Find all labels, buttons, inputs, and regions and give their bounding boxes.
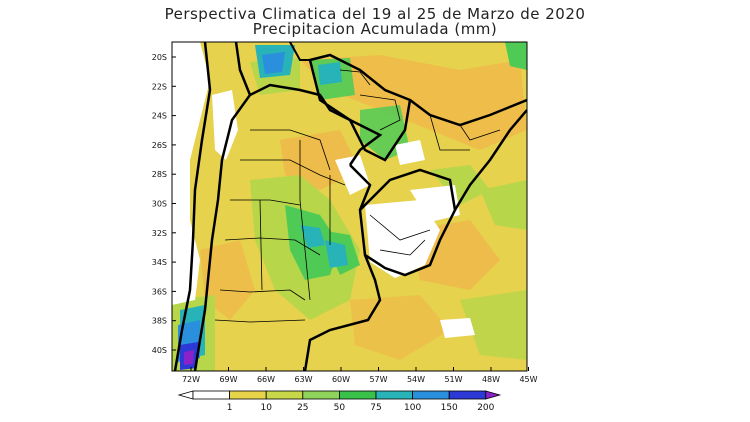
- lon-label: 60W: [332, 375, 350, 384]
- lat-label: 28S: [152, 170, 167, 179]
- colorbar: 1 10 25 50 75 100 150 200: [177, 390, 502, 413]
- colorbar-segment: [338, 390, 377, 400]
- colorbar-label: 10: [260, 403, 272, 413]
- colorbar-label: 100: [404, 403, 421, 413]
- lat-label: 38S: [152, 317, 167, 326]
- lon-label: 54W: [407, 375, 425, 384]
- lat-label: 32S: [152, 229, 167, 238]
- lon-label: 63W: [294, 375, 312, 384]
- lat-label: 34S: [152, 258, 167, 267]
- colorbar-segment: [192, 390, 230, 400]
- colorbar-segment: [375, 390, 413, 400]
- latitude-labels: 20S 22S 24S 26S 28S 30S 32S 34S 36S 38S 40S: [152, 53, 176, 355]
- map-field: [172, 42, 527, 371]
- colorbar-label: 75: [370, 403, 381, 413]
- colorbar-label: 50: [334, 403, 346, 413]
- lat-label: 22S: [152, 82, 167, 91]
- map-frame: [171, 41, 528, 372]
- map-borders: [173, 42, 527, 371]
- lon-label: 57W: [369, 375, 387, 384]
- lon-label: 66W: [257, 375, 275, 384]
- lat-label: 24S: [152, 112, 167, 121]
- colorbar-low-arrow: [177, 390, 194, 400]
- colorbar-label: 150: [441, 403, 458, 413]
- lat-label: 20S: [152, 53, 167, 62]
- lon-label: 72W: [182, 375, 200, 384]
- lat-label: 30S: [152, 200, 167, 209]
- colorbar-segment: [448, 390, 487, 400]
- colorbar-label: 1: [227, 403, 233, 413]
- colorbar-segment: [229, 390, 267, 400]
- colorbar-segment: [302, 390, 340, 400]
- lat-label: 26S: [152, 141, 167, 150]
- colorbar-segment: [265, 390, 304, 400]
- map-title: Perspectiva Climatica del 19 al 25 de Ma…: [164, 5, 586, 23]
- longitude-labels: 72W 69W 66W 63W 60W 57W 54W 51W 48W 45W: [182, 367, 538, 384]
- lon-label: 69W: [219, 375, 237, 384]
- lon-label: 48W: [482, 375, 500, 384]
- lat-label: 40S: [152, 346, 167, 355]
- map-subtitle: Precipitacion Acumulada (mm): [252, 20, 498, 38]
- colorbar-high-arrow: [485, 390, 502, 400]
- colorbar-label: 200: [477, 403, 494, 413]
- lon-label: 51W: [444, 375, 462, 384]
- lon-label: 45W: [519, 375, 537, 384]
- lat-label: 36S: [152, 287, 167, 296]
- colorbar-segment: [412, 390, 450, 400]
- colorbar-label: 25: [297, 403, 308, 413]
